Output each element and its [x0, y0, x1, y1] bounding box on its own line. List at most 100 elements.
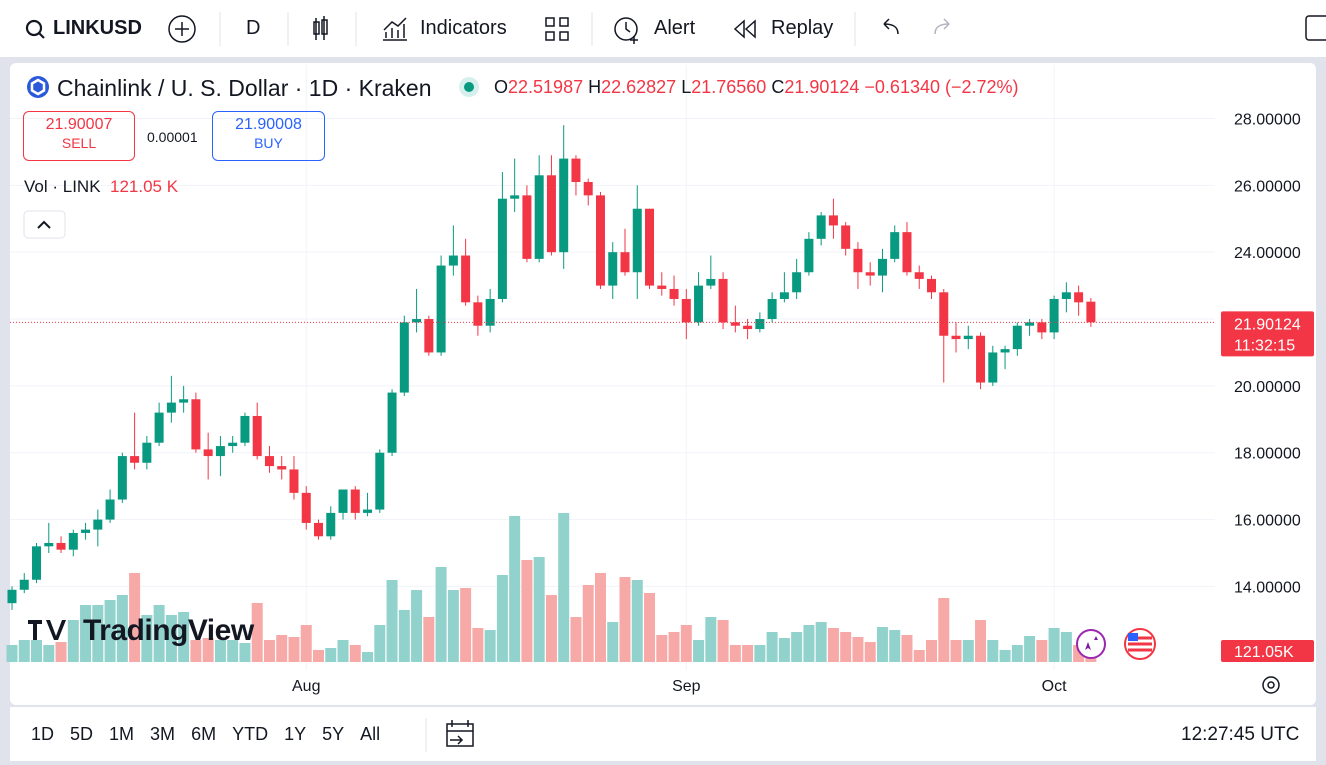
candle-body [436, 265, 446, 353]
range-button[interactable]: 1M [109, 724, 135, 744]
c-label: C [771, 77, 785, 97]
volume-bar [509, 516, 521, 662]
volume-bar [80, 605, 92, 662]
volume-bar [521, 560, 533, 662]
candle-body [240, 415, 250, 443]
volume-bar [987, 640, 999, 662]
candle-body [117, 456, 127, 500]
volume-bar [778, 638, 790, 662]
ai-icon[interactable] [1076, 629, 1106, 659]
undo-icon[interactable] [883, 18, 899, 35]
plot [6, 65, 1215, 670]
volume-bar [852, 637, 864, 662]
h-label: H [588, 77, 602, 97]
candle-body [963, 335, 973, 340]
candle-body [44, 542, 54, 547]
countdown: 11:32:15 [1234, 337, 1295, 354]
volume-bar [754, 645, 766, 662]
volume-bar [202, 638, 214, 662]
volume-bar [926, 640, 937, 662]
o-label: O [494, 77, 509, 97]
volume-bar [656, 635, 668, 662]
symbol[interactable]: LINKUSD [53, 17, 142, 39]
y-tick-label: 28.00000 [1234, 111, 1301, 128]
candle-body [154, 412, 164, 443]
redo-icon[interactable] [934, 18, 950, 35]
volume-bar [300, 625, 312, 662]
interval[interactable]: D [246, 17, 261, 39]
sell-button[interactable]: 21.90007 SELL [23, 111, 135, 161]
volume-bar [631, 580, 643, 662]
volume-bar [570, 617, 582, 662]
search-icon-handle [38, 32, 45, 39]
panel-icon[interactable] [1305, 15, 1326, 41]
range-button[interactable]: 3M [150, 724, 176, 744]
collapse-button[interactable] [23, 210, 66, 239]
candle-body [792, 272, 802, 293]
y-tick-label: 24.00000 [1234, 245, 1301, 262]
candle-body [203, 449, 213, 457]
range-button[interactable]: All [360, 724, 381, 744]
candle-body [927, 278, 936, 293]
candle-body [877, 258, 887, 276]
candle-body [890, 232, 900, 259]
volume-bar [263, 640, 275, 662]
volume-bar [876, 627, 888, 662]
candle-body [7, 589, 17, 604]
range-button[interactable]: 1Y [284, 724, 307, 744]
volume-bar [533, 557, 545, 662]
layout-icon[interactable] [545, 17, 569, 41]
volume-bar [362, 652, 374, 662]
volume-bar [827, 628, 839, 662]
range-button[interactable]: YTD [232, 724, 269, 744]
candle-body [142, 442, 152, 463]
l-value: 21.76560 [691, 77, 767, 97]
candle-body [730, 322, 740, 326]
range-button[interactable]: 5Y [322, 724, 345, 744]
x-tick-label: Sep [672, 678, 701, 695]
flag-canton [1128, 633, 1138, 641]
search-icon[interactable] [25, 19, 43, 37]
candle-icon[interactable] [313, 16, 328, 40]
range-button[interactable]: 5D [70, 724, 94, 744]
replay-icon[interactable] [733, 19, 756, 39]
range-button[interactable]: 1D [31, 724, 55, 744]
alert-button[interactable]: Alert [654, 17, 696, 39]
buy-button[interactable]: 21.90008 BUY [212, 111, 325, 161]
goto-date-icon[interactable] [446, 720, 474, 747]
volume-bar [214, 640, 226, 662]
y-tick-label: 16.00000 [1234, 513, 1301, 530]
volume-bar [1024, 636, 1036, 662]
candle-body [289, 469, 299, 493]
volume-bar [999, 650, 1011, 662]
candle-body [473, 302, 483, 326]
volume-bar [913, 650, 925, 662]
sell-price: 21.90007 [45, 116, 113, 133]
candle-body [1037, 322, 1047, 333]
volume-bar [705, 617, 717, 662]
volume-bar [729, 645, 741, 662]
range-button[interactable]: 6M [191, 724, 217, 744]
add-symbol[interactable] [168, 15, 196, 43]
candle-body [497, 198, 507, 299]
candle-body [816, 215, 826, 239]
candle-body [559, 158, 569, 253]
candle-body [228, 442, 238, 447]
spread: 0.00001 [147, 129, 198, 145]
alert-icon[interactable] [614, 17, 638, 41]
candle-body [314, 522, 323, 537]
volume-bar [325, 648, 337, 662]
add-icon [175, 22, 189, 36]
indicators-icon[interactable] [383, 17, 407, 41]
candle-body [1074, 292, 1084, 303]
c-value: 21.90124 [784, 77, 860, 97]
settings-icon[interactable] [1262, 676, 1280, 694]
candle-body [338, 489, 348, 513]
indicators-button[interactable]: Indicators [420, 17, 507, 39]
volume-bar [165, 615, 177, 662]
candle-body [1049, 298, 1059, 333]
replay-button[interactable]: Replay [771, 17, 834, 39]
volume-bar [1036, 640, 1048, 662]
candle-body [583, 181, 593, 196]
